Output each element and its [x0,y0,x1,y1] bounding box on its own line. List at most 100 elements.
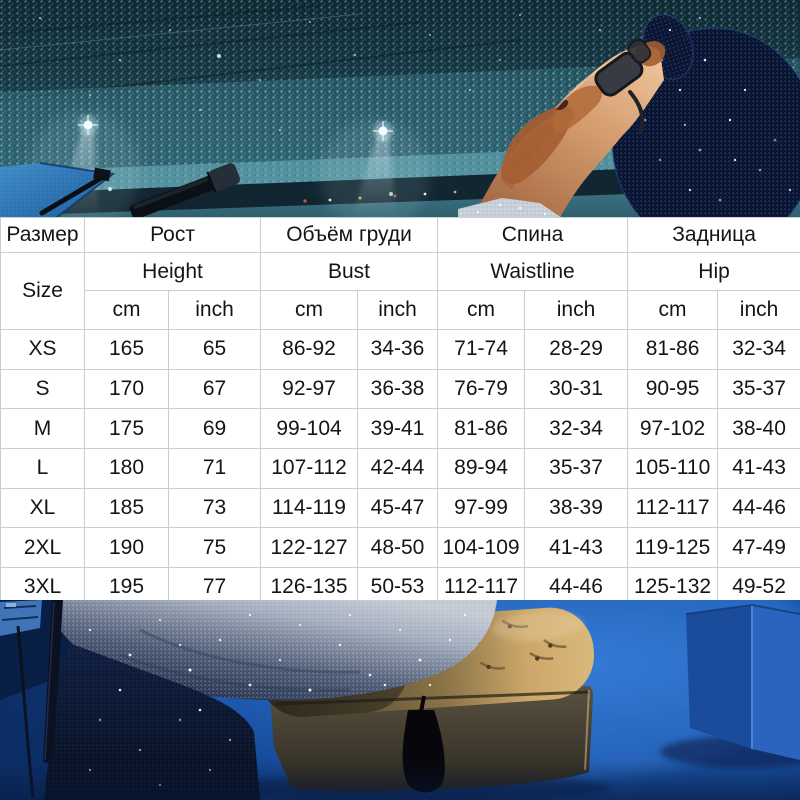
measurement-cell: 71 [167,448,262,489]
measurement-cell: 97-99 [437,487,526,529]
header-hip: Hip [627,252,800,291]
unit-cell: cm [627,290,719,330]
measurement-cell: 89-94 [437,448,526,489]
light-beam-center [351,133,396,218]
measurement-cell: 69 [167,408,262,450]
measurement-cell: 71-74 [437,329,526,370]
performer-hair [552,85,602,133]
table-unit-row: cm inch cm inch cm inch cm inch [1,290,800,330]
header-zadnitsa: Задница [627,217,800,253]
stadium-scene [0,0,800,218]
measurement-cell: 92-97 [260,368,359,410]
mic-stand-pole [43,600,63,764]
measurement-cell: 48-50 [357,527,439,569]
measurement-cell: 175 [84,408,169,450]
table-row: S 170 67 92-97 36-38 76-79 30-31 90-95 35-37 [0,368,800,410]
size-label-cell: XS [0,329,85,370]
measurement-cell: 36-38 [357,368,439,410]
header-spina: Спина [437,217,629,253]
sequin-outfit [52,600,497,701]
outfit-sparkles [88,613,467,692]
measurement-cell: 35-37 [524,448,629,489]
measurement-cell: 38-39 [524,487,629,529]
measurement-cell: 99-104 [260,408,359,450]
size-label-cell: XL [0,487,85,529]
performer-top [458,14,800,218]
measurement-cell: 81-86 [627,329,719,370]
unit-cell: inch [524,290,629,330]
performer-sunglasses [594,38,652,97]
measurement-cell: 28-29 [524,329,629,370]
measurement-cell: 73 [167,487,262,529]
unit-cell: cm [437,290,526,330]
measurement-cell: 112-117 [437,567,526,608]
performer-mouth [555,99,569,111]
size-label-cell: S [0,368,85,410]
measurement-cell: 41-43 [524,527,629,569]
header-bust: Bust [260,252,439,291]
stage-floor-scene [0,600,800,800]
size-chart-table: Размер Рост Объём груди Спина Задница Si… [0,217,800,608]
measurement-cell: 44-46 [717,487,800,529]
measurement-cell: 32-34 [717,329,800,370]
measurement-cell: 65 [167,329,262,370]
measurement-cell: 30-31 [524,368,629,410]
hero-photo-bottom [0,600,800,800]
hero-photo-top [0,0,800,218]
measurement-cell: 86-92 [260,329,359,370]
measurement-cell: 190 [84,527,169,569]
measurement-cell: 97-102 [627,408,719,450]
header-size: Size [0,252,85,330]
unit-cell: cm [260,290,359,330]
measurement-cell: 39-41 [357,408,439,450]
mic-boom-arm [39,174,106,216]
table-row: M 175 69 99-104 39-41 81-86 32-34 97-102 38-40 [0,408,800,450]
header-height: Height [83,252,262,291]
measurement-cell: 76-79 [437,368,526,410]
measurement-cell: 105-110 [627,448,719,489]
size-label-cell: 2XL [0,527,85,569]
measurement-cell: 119-125 [627,527,719,569]
measurement-cell: 67 [167,368,262,410]
piano-corner [0,600,42,636]
unit-cell: inch [167,290,262,330]
microphone [129,163,241,218]
crowd-upper-tier [0,0,800,92]
size-label-cell: M [0,408,85,450]
measurement-cell: 180 [84,448,169,489]
measurement-cell: 42-44 [357,448,439,489]
measurement-cell: 90-95 [627,368,719,410]
size-label-cell: L [0,448,85,489]
measurement-cell: 47-49 [717,527,800,569]
header-rost: Рост [83,217,262,253]
floodlight-left [78,115,98,135]
size-rows: XS 165 65 86-92 34-36 71-74 28-29 81-86 32-34 S 17… [0,329,800,608]
measurement-cell: 41-43 [717,448,800,489]
measurement-cell: 35-37 [717,368,800,410]
table-header-row-en: Size Height Bust Waistline Hip [0,252,800,330]
measurement-cell: 114-119 [260,487,359,529]
measurement-cell: 104-109 [437,527,526,569]
measurement-cell: 107-112 [260,448,359,489]
unit-cell: inch [357,290,439,330]
measurement-cell: 38-40 [717,408,800,450]
measurement-cell: 32-34 [524,408,629,450]
table-row: L 180 71 107-112 42-44 89-94 35-37 105-110 41-43 [0,448,800,489]
unit-cell: inch [717,290,800,330]
header-obyom-grudi: Объём груди [260,217,439,253]
table-row: XS 165 65 86-92 34-36 71-74 28-29 81-86 32-34 [0,329,800,370]
table-row: 2XL 190 75 122-127 48-50 104-109 41-43 119-125 4… [0,527,800,569]
measurement-cell: 185 [84,487,169,529]
measurement-cell: 170 [84,368,169,410]
measurement-cell: 75 [167,527,262,569]
unit-cell: cm [84,290,169,330]
measurement-cell: 122-127 [260,527,359,569]
header-waistline: Waistline [437,252,629,291]
floodlight-center [373,121,393,141]
header-razmer: Размер [0,217,85,253]
measurement-cell: 45-47 [357,487,439,529]
table-header-row-ru: Размер Рост Объём груди Спина Задница [0,217,800,253]
table-row: XL 185 73 114-119 45-47 97-99 38-39 112-117 44-4… [0,487,800,529]
measurement-cell: 34-36 [357,329,439,370]
measurement-cell: 165 [84,329,169,370]
